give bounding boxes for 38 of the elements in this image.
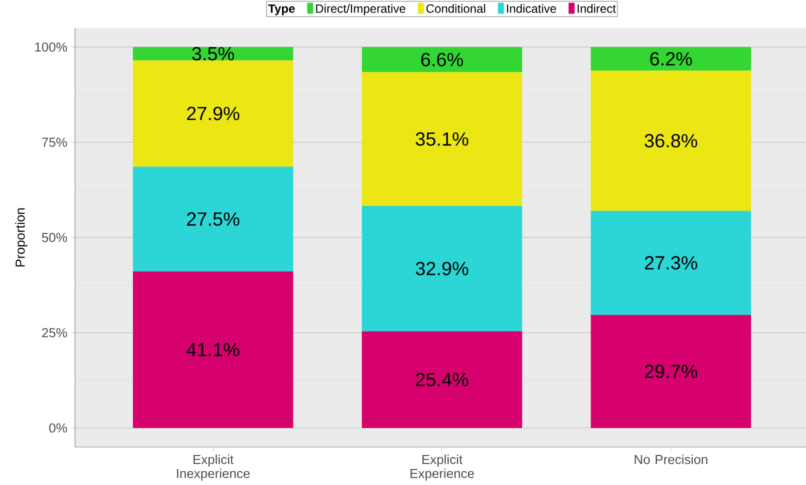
data-label: 6.2% [650, 52, 692, 66]
data-label: 25.4% [416, 372, 468, 386]
data-label: 27.9% [187, 106, 240, 120]
y-tick-label: 0% [49, 423, 68, 433]
x-tick-label: No Precision [634, 454, 708, 464]
y-tick-label: 75% [42, 138, 68, 147]
bar [362, 47, 522, 72]
legend-label: Indirect [578, 4, 616, 13]
bar [362, 72, 522, 206]
bar [132, 47, 294, 60]
bar [132, 271, 294, 428]
bar [132, 60, 294, 167]
data-label: 6.6% [421, 52, 463, 66]
y-axis-title: Proportion [15, 208, 28, 266]
data-label: 29.7% [644, 364, 698, 378]
x-tick-label: Explicit Experience [410, 454, 474, 481]
legend-title: Type [268, 4, 295, 16]
data-label: 32.9% [416, 262, 468, 276]
bar [362, 331, 522, 428]
bar [362, 206, 522, 332]
y-tick-label: 100% [35, 42, 68, 52]
legend-label: Indicative [507, 4, 556, 13]
x-tick-label: Explicit Inexperience [177, 454, 250, 481]
legend-label: Direct/Imperative [316, 4, 406, 16]
data-label: 27.3% [644, 256, 698, 270]
bar [590, 70, 752, 211]
bar [590, 47, 752, 71]
bar [590, 210, 752, 315]
y-tick-label: 50% [42, 232, 68, 242]
data-label: 36.8% [644, 134, 698, 148]
bar [590, 314, 752, 428]
y-tick-label: 25% [42, 328, 68, 338]
bar [132, 166, 294, 272]
data-label: 27.5% [187, 212, 240, 226]
legend-label: Conditional [426, 4, 486, 13]
data-label: 41.1% [186, 343, 240, 356]
data-label: 35.1% [416, 132, 468, 146]
data-label: 3.5% [192, 46, 234, 60]
